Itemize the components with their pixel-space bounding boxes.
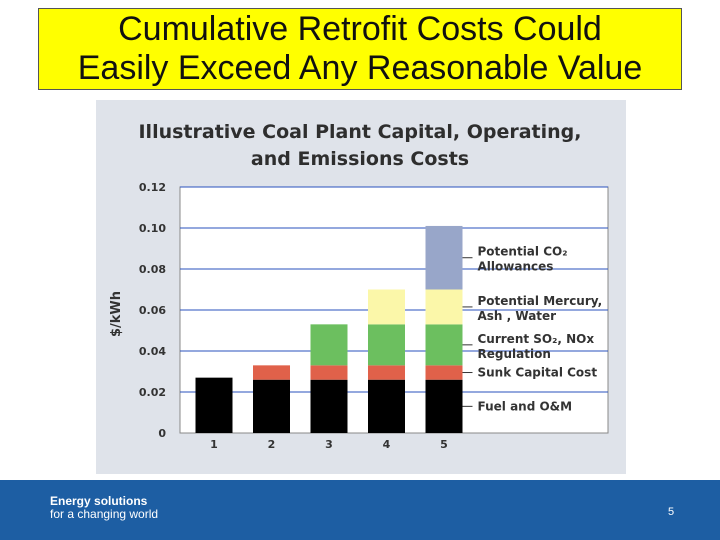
- y-tick-label: 0.08: [139, 263, 166, 276]
- footer-bar: [0, 480, 720, 540]
- legend-label: Current SO₂, NOx: [478, 332, 595, 346]
- x-tick-label: 5: [440, 438, 448, 451]
- bar-segment: [310, 379, 348, 433]
- legend-label: Potential Mercury,: [478, 294, 603, 308]
- footer-tagline-1: Energy solutions: [50, 494, 148, 508]
- bar-segment: [368, 324, 405, 366]
- bar-segment: [253, 365, 290, 380]
- chart-title-line-1: Illustrative Coal Plant Capital, Operati…: [138, 121, 581, 143]
- x-tick-label: 3: [325, 438, 333, 451]
- legend-label-line-2: Regulation: [478, 347, 551, 361]
- stacked-bar-chart: Illustrative Coal Plant Capital, Operati…: [109, 121, 609, 451]
- bar-segment: [425, 289, 463, 325]
- page-number: 5: [668, 506, 675, 518]
- footer-brand: Energy solutions for a changing world: [50, 495, 158, 521]
- chart-title-line-2: and Emissions Costs: [251, 148, 469, 170]
- y-tick-label: 0.04: [139, 345, 166, 358]
- bar-segment: [425, 225, 463, 290]
- legend-label: Sunk Capital Cost: [478, 366, 598, 380]
- legend-label-line-2: Ash , Water: [478, 309, 557, 323]
- footer-tagline-2: for a changing world: [50, 507, 159, 521]
- bar-segment: [425, 324, 463, 366]
- bar-segment: [253, 379, 290, 433]
- legend-label: Fuel and O&M: [478, 399, 573, 413]
- y-tick-label: 0.06: [139, 304, 166, 317]
- slide-title-line-2: Easily Exceed Any Reasonable Value: [77, 49, 643, 87]
- legend-label-line-2: Allowances: [478, 260, 554, 274]
- bar-segment: [310, 365, 348, 380]
- bar-segment: [425, 379, 463, 433]
- y-axis-label: $/kWh: [109, 291, 124, 337]
- slide-title: Cumulative Retrofit Costs Could Easily E…: [38, 8, 682, 90]
- chart-panel: Illustrative Coal Plant Capital, Operati…: [96, 100, 626, 474]
- y-tick-label: 0.10: [139, 222, 166, 235]
- bar-segment: [195, 377, 233, 433]
- x-tick-label: 2: [268, 438, 276, 451]
- bar-segment: [310, 324, 348, 366]
- y-tick-label: 0.12: [139, 181, 166, 194]
- bar-segment: [368, 365, 405, 380]
- x-tick-label: 1: [210, 438, 218, 451]
- x-tick-label: 4: [383, 438, 391, 451]
- bar-segment: [425, 365, 463, 380]
- y-tick-label: 0: [158, 427, 166, 440]
- y-tick-label: 0.02: [139, 386, 166, 399]
- legend-label: Potential CO₂: [478, 245, 568, 259]
- slide-title-line-1: Cumulative Retrofit Costs Could: [118, 10, 602, 48]
- bar-segment: [368, 379, 405, 433]
- bar-segment: [368, 289, 405, 325]
